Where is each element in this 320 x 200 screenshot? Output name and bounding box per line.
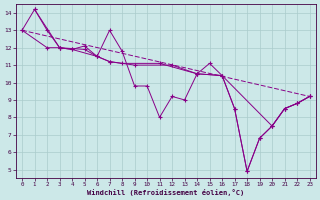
X-axis label: Windchill (Refroidissement éolien,°C): Windchill (Refroidissement éolien,°C)	[87, 189, 244, 196]
